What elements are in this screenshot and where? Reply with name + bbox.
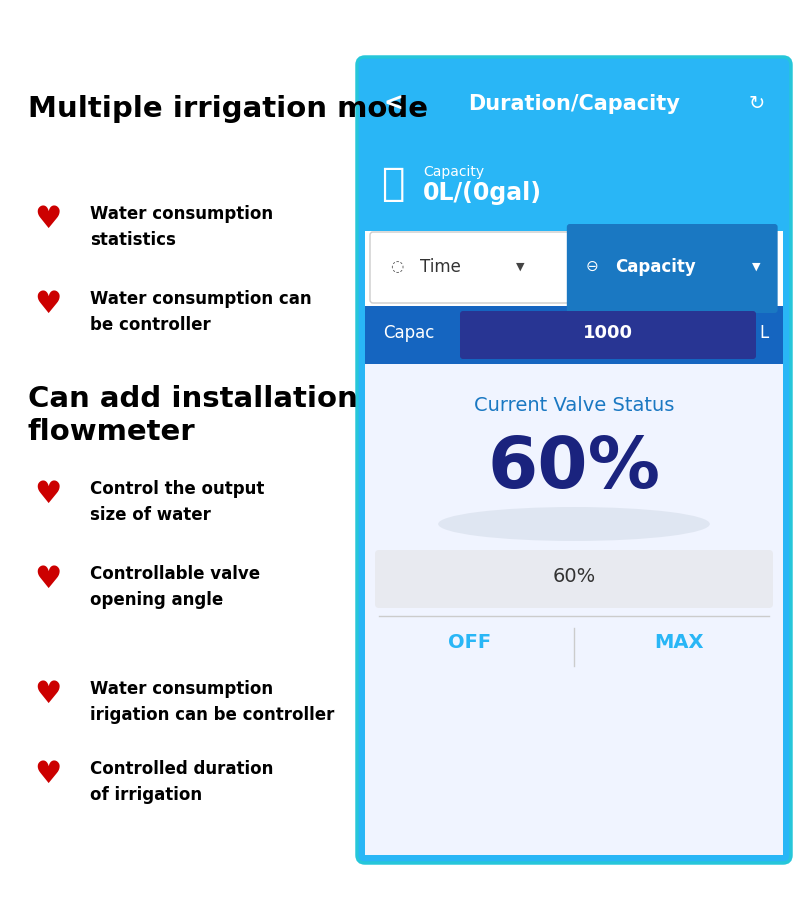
Text: Capac: Capac: [383, 324, 434, 342]
FancyBboxPatch shape: [375, 550, 773, 608]
Text: of irrigation: of irrigation: [90, 786, 202, 804]
Text: Water consumption: Water consumption: [90, 680, 273, 698]
Text: ◌: ◌: [390, 259, 404, 274]
Text: Water consumption: Water consumption: [90, 205, 273, 223]
FancyBboxPatch shape: [365, 143, 783, 231]
FancyBboxPatch shape: [365, 364, 783, 855]
Text: Can add installation
flowmeter: Can add installation flowmeter: [28, 385, 358, 447]
Text: L: L: [760, 324, 769, 342]
Text: be controller: be controller: [90, 316, 210, 334]
FancyBboxPatch shape: [567, 224, 778, 313]
Text: 1000: 1000: [583, 324, 633, 342]
Text: 60%: 60%: [552, 568, 596, 587]
Text: irigation can be controller: irigation can be controller: [90, 706, 334, 724]
Ellipse shape: [438, 507, 710, 541]
FancyBboxPatch shape: [365, 231, 783, 306]
Text: Water consumption can: Water consumption can: [90, 290, 312, 308]
FancyBboxPatch shape: [357, 57, 791, 863]
Text: Current Valve Status: Current Valve Status: [474, 396, 674, 415]
FancyBboxPatch shape: [365, 306, 783, 364]
Text: Controllable valve: Controllable valve: [90, 565, 260, 583]
Text: statistics: statistics: [90, 231, 176, 249]
Text: Controlled duration: Controlled duration: [90, 760, 274, 778]
FancyBboxPatch shape: [460, 311, 756, 359]
Text: ▼: ▼: [516, 261, 524, 271]
Text: ♥: ♥: [34, 760, 62, 789]
Text: ▼: ▼: [752, 261, 761, 271]
Text: OFF: OFF: [448, 633, 491, 652]
Text: Multiple irrigation mode: Multiple irrigation mode: [28, 95, 428, 123]
Text: size of water: size of water: [90, 506, 211, 524]
Text: 0L/(0gal): 0L/(0gal): [423, 181, 542, 205]
Text: ♥: ♥: [34, 680, 62, 709]
Text: ♥: ♥: [34, 290, 62, 319]
FancyBboxPatch shape: [361, 61, 787, 147]
Text: ♥: ♥: [34, 565, 62, 594]
Text: ♥: ♥: [34, 205, 62, 234]
Text: Capacity: Capacity: [423, 165, 484, 179]
Text: ♥: ♥: [34, 480, 62, 509]
Text: Capacity: Capacity: [615, 258, 695, 276]
Text: Control the output: Control the output: [90, 480, 264, 498]
Text: MAX: MAX: [654, 633, 703, 652]
Text: ⊖: ⊖: [586, 259, 598, 274]
Text: <: <: [383, 92, 403, 116]
Text: opening angle: opening angle: [90, 591, 223, 609]
FancyBboxPatch shape: [370, 232, 573, 303]
Text: 60%: 60%: [487, 434, 661, 503]
Text: Time: Time: [420, 258, 461, 276]
Text: Duration/Capacity: Duration/Capacity: [468, 94, 680, 114]
Text: ↻: ↻: [749, 95, 765, 114]
Text: ⧖: ⧖: [382, 165, 405, 203]
